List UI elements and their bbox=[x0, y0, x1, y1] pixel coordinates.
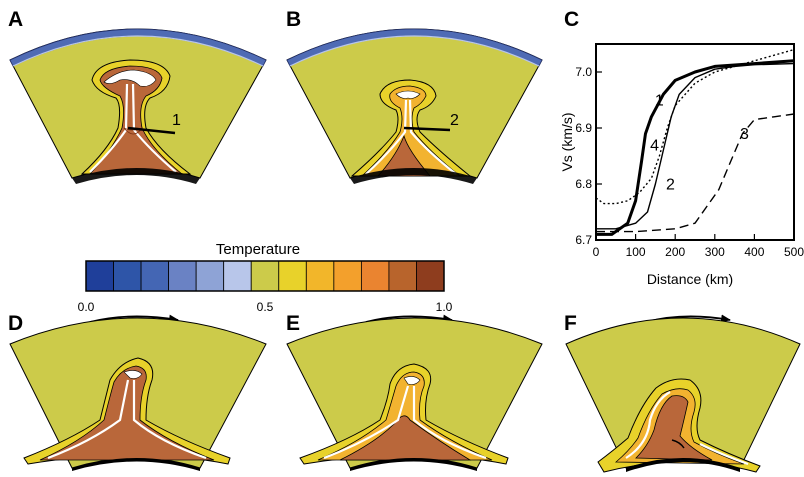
panel-b-label: B bbox=[286, 8, 301, 31]
y-tick-label: 6.8 bbox=[575, 177, 592, 191]
x-tick-label: 0 bbox=[593, 245, 600, 259]
plume-a bbox=[80, 59, 192, 175]
panel-d-label: D bbox=[8, 312, 23, 335]
series-group bbox=[595, 48, 795, 236]
series-label-4: 4 bbox=[650, 137, 659, 154]
vs-profile-chart: C 6.7 6.8 6.9 7.0 0 100 200 300 400 500 1 4 2 3 Dis… bbox=[559, 8, 804, 287]
colorbar-cell bbox=[195, 260, 225, 292]
plot-frame bbox=[595, 43, 795, 241]
panel-f-label: F bbox=[564, 312, 577, 335]
colorbar-tick-min: 0.0 bbox=[78, 300, 95, 314]
colorbar-title: Temperature bbox=[216, 241, 300, 258]
colorbar-cell bbox=[168, 260, 197, 292]
colorbar-cell bbox=[250, 260, 280, 292]
plume-d bbox=[23, 357, 231, 465]
colorbar-cell bbox=[85, 260, 114, 292]
x-tick-label: 300 bbox=[705, 245, 725, 259]
series-line-3 bbox=[596, 113, 795, 233]
colorbar-frame bbox=[85, 260, 445, 292]
profile-line-2 bbox=[403, 126, 451, 132]
temperature-colorbar: Temperature 0.0 0.5 1.0 bbox=[78, 241, 453, 314]
colorbar-cell bbox=[113, 260, 142, 292]
plume-e bbox=[299, 363, 509, 465]
x-tick-label: 100 bbox=[626, 245, 646, 259]
panel-c-label: C bbox=[564, 8, 579, 31]
series-line-2 bbox=[596, 62, 795, 230]
x-tick-label: 400 bbox=[744, 245, 764, 259]
profile-label-1: 1 bbox=[172, 112, 181, 129]
y-tick-label: 6.7 bbox=[575, 233, 592, 247]
colorbar-tick-mid: 0.5 bbox=[257, 300, 274, 314]
y-tick-label: 7.0 bbox=[575, 65, 592, 79]
colorbar-cell bbox=[416, 260, 445, 292]
series-label-1: 1 bbox=[655, 93, 664, 110]
x-axis: 0 100 200 300 400 500 bbox=[593, 234, 804, 259]
y-axis-label: Vs (km/s) bbox=[559, 112, 575, 171]
colorbar-cell bbox=[333, 260, 362, 292]
colorbar-tick-max: 1.0 bbox=[436, 300, 453, 314]
series-line-1 bbox=[596, 59, 795, 236]
x-tick-label: 200 bbox=[665, 245, 685, 259]
colorbar-cell bbox=[360, 260, 390, 292]
panel-a-label: A bbox=[8, 8, 23, 31]
x-axis-label: Distance (km) bbox=[647, 271, 733, 287]
colorbar-cells bbox=[85, 260, 445, 292]
colorbar-cell bbox=[278, 260, 307, 292]
x-tick-label: 500 bbox=[784, 245, 804, 259]
colorbar-cell bbox=[140, 260, 170, 292]
profile-line-1 bbox=[127, 126, 176, 135]
panel-d: D bbox=[8, 312, 267, 471]
y-tick-label: 6.9 bbox=[575, 121, 592, 135]
series-line-4 bbox=[595, 48, 795, 205]
series-label-2: 2 bbox=[666, 177, 675, 194]
plume-f bbox=[597, 378, 761, 473]
y-axis: 6.7 6.8 6.9 7.0 bbox=[575, 65, 602, 247]
panel-a: A 1 bbox=[8, 8, 267, 184]
panel-e: E bbox=[286, 312, 543, 471]
panel-b: B 2 bbox=[286, 8, 543, 184]
panel-f: F bbox=[564, 312, 801, 473]
panel-e-label: E bbox=[286, 312, 300, 335]
colorbar-cell bbox=[305, 260, 335, 292]
colorbar-cell bbox=[388, 260, 417, 292]
colorbar-cell bbox=[223, 260, 252, 292]
series-labels: 1 4 2 3 bbox=[650, 93, 749, 194]
profile-label-2: 2 bbox=[450, 112, 459, 129]
series-label-3: 3 bbox=[740, 126, 749, 143]
